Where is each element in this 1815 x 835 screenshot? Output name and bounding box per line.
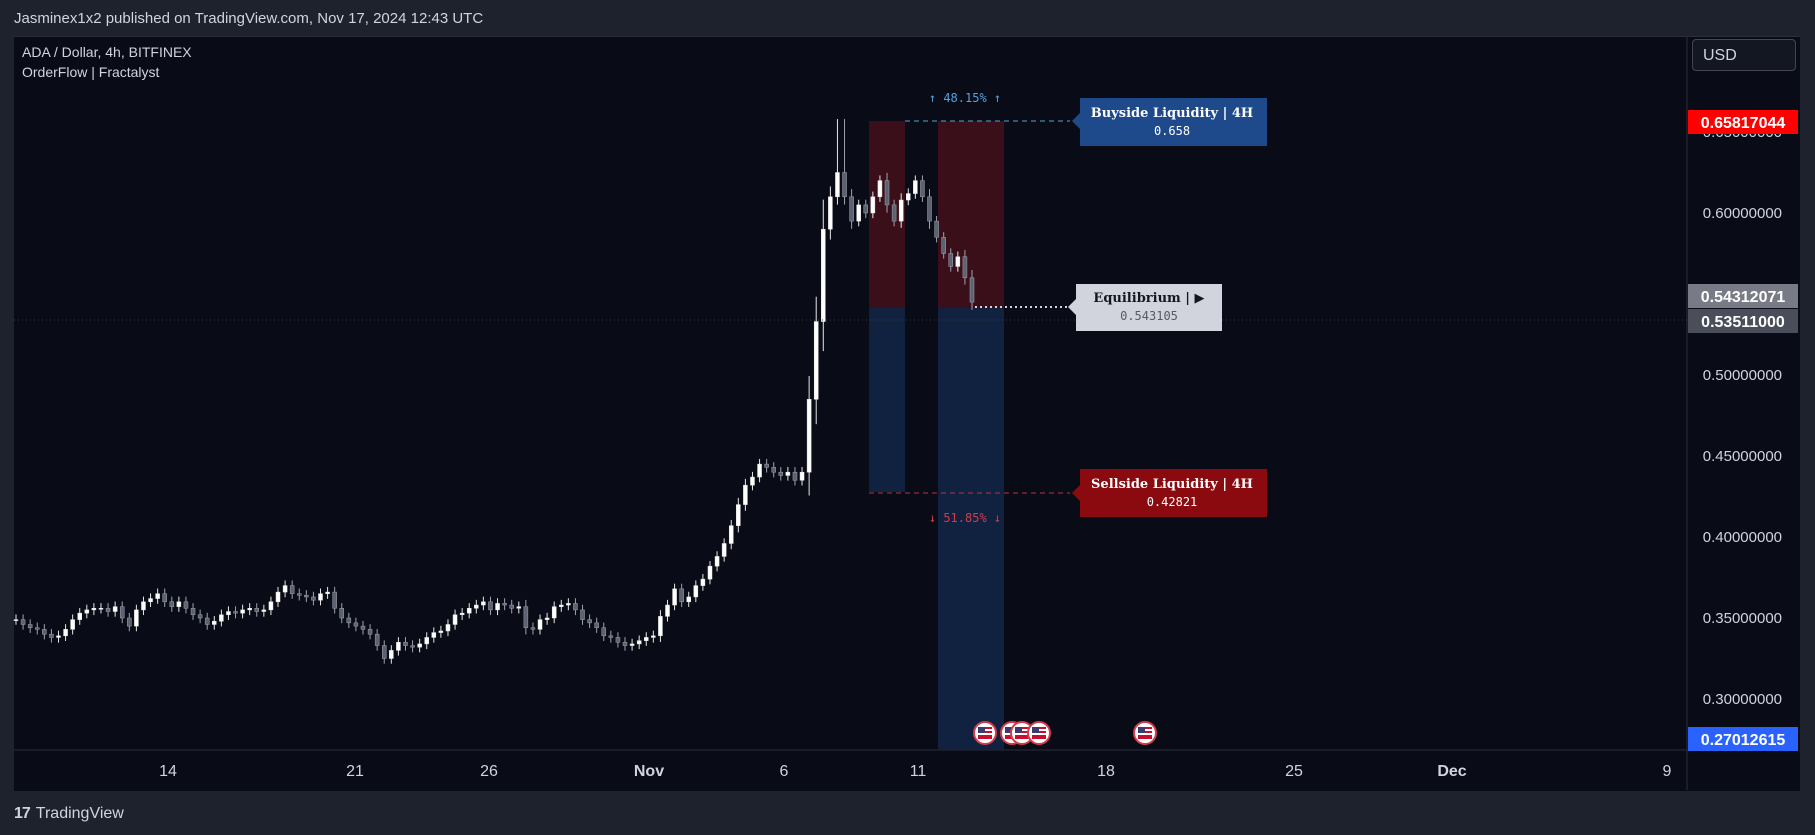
symbol-legend[interactable]: ADA / Dollar, 4h, BITFINEX bbox=[22, 44, 192, 60]
currency-button[interactable]: USD bbox=[1692, 39, 1796, 71]
tradingview-logo[interactable]: 17 TradingView bbox=[14, 805, 124, 823]
publish-info: Jasminex1x2 published on TradingView.com… bbox=[14, 10, 484, 27]
indicator-legend[interactable]: OrderFlow | Fractalyst bbox=[22, 64, 160, 80]
brand-name: TradingView bbox=[35, 805, 124, 822]
tradingview-logo-icon: 17 bbox=[14, 805, 31, 822]
chart-panel[interactable] bbox=[14, 36, 1800, 791]
publish-info-bar: Jasminex1x2 published on TradingView.com… bbox=[0, 0, 1815, 36]
